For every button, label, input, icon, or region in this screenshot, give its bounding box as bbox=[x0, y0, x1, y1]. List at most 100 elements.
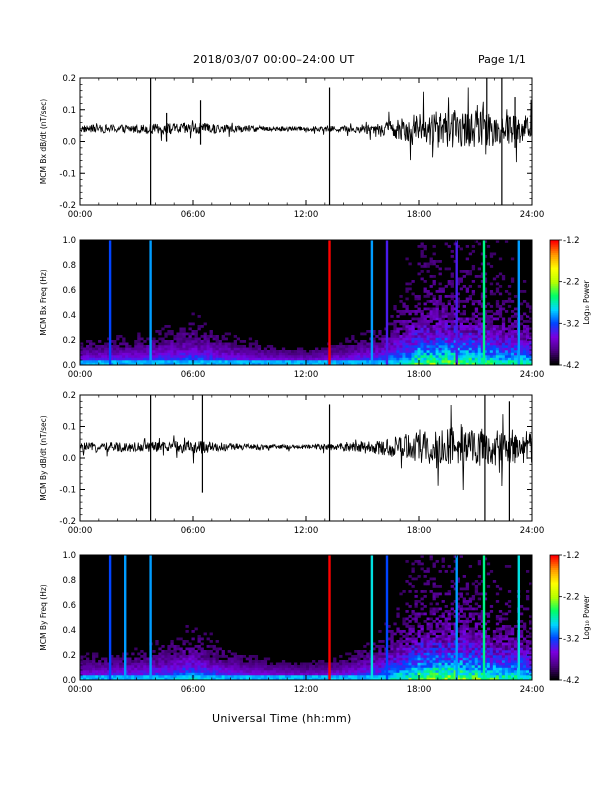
heatmap-cell bbox=[411, 667, 415, 671]
heatmap-cell bbox=[224, 355, 228, 358]
heatmap-cell bbox=[218, 345, 222, 348]
heatmap-cell bbox=[426, 622, 430, 626]
heatmap-cell bbox=[393, 307, 397, 311]
heatmap-cell bbox=[387, 662, 391, 666]
heatmap-cell bbox=[468, 357, 473, 361]
heatmap-cell bbox=[510, 300, 515, 303]
heatmap-cell bbox=[423, 357, 427, 361]
heatmap-cell bbox=[480, 327, 485, 331]
heatmap-cell bbox=[203, 322, 207, 326]
heatmap-cell bbox=[161, 672, 165, 676]
heatmap-cell bbox=[492, 327, 497, 331]
heatmap-cell bbox=[453, 355, 457, 358]
heatmap-cell bbox=[164, 345, 168, 348]
heatmap-cell bbox=[429, 632, 433, 636]
heatmap-cell bbox=[471, 617, 476, 621]
heatmap-cell bbox=[507, 590, 512, 593]
heatmap-cell bbox=[363, 340, 367, 343]
heatmap-cell bbox=[179, 675, 183, 678]
heatmap-cell bbox=[179, 662, 183, 666]
heatmap-cell bbox=[164, 657, 168, 661]
heatmap-cell bbox=[275, 662, 280, 666]
heatmap-cell bbox=[447, 662, 451, 666]
heatmap-cell bbox=[423, 605, 427, 608]
heatmap-cell bbox=[272, 672, 277, 676]
heatmap-cell bbox=[444, 605, 448, 608]
heatmap-cell bbox=[480, 620, 485, 623]
heatmap-cell bbox=[275, 362, 280, 366]
heatmap-cell bbox=[474, 602, 479, 606]
heatmap-cell bbox=[221, 652, 225, 656]
heatmap-cell bbox=[224, 352, 228, 356]
heatmap-cell bbox=[227, 332, 231, 336]
heatmap-cell bbox=[185, 350, 189, 353]
heatmap-cell bbox=[465, 355, 470, 358]
heatmap-cell bbox=[363, 665, 367, 668]
heatmap-cell bbox=[432, 620, 436, 623]
heatmap-cell bbox=[465, 352, 470, 356]
heatmap-cell bbox=[426, 642, 430, 646]
heatmap-cell bbox=[414, 305, 418, 308]
heatmap-cell bbox=[405, 647, 409, 651]
heatmap-cell bbox=[495, 585, 500, 588]
heatmap-cell bbox=[507, 625, 512, 628]
heatmap-cell bbox=[375, 645, 379, 648]
heatmap-cell bbox=[366, 667, 370, 671]
heatmap-cell bbox=[489, 645, 494, 648]
heatmap-cell bbox=[465, 635, 470, 638]
heatmap-cell bbox=[312, 670, 316, 673]
heatmap-cell bbox=[107, 347, 111, 351]
heatmap-cell bbox=[86, 352, 90, 356]
heatmap-cell bbox=[287, 672, 292, 676]
heatmap-cell bbox=[432, 330, 436, 333]
heatmap-cell bbox=[495, 652, 500, 656]
heatmap-cell bbox=[477, 350, 482, 353]
heatmap-cell bbox=[525, 302, 530, 306]
heatmap-cell bbox=[89, 670, 93, 673]
heatmap-cell bbox=[456, 630, 460, 633]
heatmap-cell bbox=[453, 672, 457, 676]
heatmap-cell bbox=[405, 320, 409, 323]
heatmap-cell bbox=[465, 677, 470, 681]
heatmap-cell bbox=[402, 332, 406, 336]
heatmap-cell bbox=[498, 650, 503, 653]
heatmap-cell bbox=[381, 640, 385, 643]
x-tick-label: 00:00 bbox=[68, 210, 93, 220]
heatmap-cell bbox=[107, 665, 111, 668]
heatmap-cell bbox=[164, 665, 168, 668]
heatmap-cell bbox=[459, 610, 463, 613]
heatmap-cell bbox=[230, 345, 234, 348]
heatmap-cell bbox=[462, 575, 466, 578]
heatmap-cell bbox=[429, 300, 433, 303]
heatmap-cell bbox=[363, 660, 367, 663]
heatmap-cell bbox=[146, 355, 150, 358]
heatmap-cell bbox=[486, 342, 491, 346]
heatmap-cell bbox=[450, 315, 454, 318]
heatmap-cell bbox=[483, 667, 488, 671]
heatmap-cell bbox=[405, 327, 409, 331]
heatmap-cell bbox=[450, 280, 454, 283]
heatmap-cell bbox=[495, 650, 500, 653]
heatmap-cell bbox=[197, 662, 201, 666]
heatmap-cell bbox=[513, 657, 518, 661]
heatmap-cell bbox=[110, 662, 114, 666]
heatmap-cell bbox=[438, 585, 442, 588]
heatmap-cell bbox=[408, 357, 412, 361]
heatmap-cell bbox=[456, 317, 460, 321]
heatmap-cell bbox=[489, 352, 494, 356]
heatmap-cell bbox=[480, 352, 485, 356]
heatmap-cell bbox=[438, 607, 442, 611]
heatmap-cell bbox=[504, 642, 509, 646]
heatmap-cell bbox=[372, 670, 376, 673]
heatmap-cell bbox=[519, 647, 524, 651]
heatmap-cell bbox=[486, 327, 491, 331]
heatmap-cell bbox=[528, 347, 533, 351]
heatmap-cell bbox=[212, 337, 216, 341]
heatmap-cell bbox=[474, 677, 479, 681]
heatmap-cell bbox=[194, 332, 198, 336]
heatmap-cell bbox=[330, 355, 334, 358]
heatmap-cell bbox=[471, 595, 476, 598]
heatmap-cell bbox=[495, 350, 500, 353]
heatmap-cell bbox=[408, 350, 412, 353]
heatmap-cell bbox=[513, 295, 518, 298]
